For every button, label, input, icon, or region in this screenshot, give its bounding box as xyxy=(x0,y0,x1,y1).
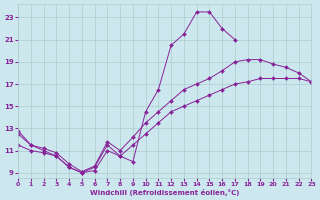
X-axis label: Windchill (Refroidissement éolien,°C): Windchill (Refroidissement éolien,°C) xyxy=(90,189,239,196)
